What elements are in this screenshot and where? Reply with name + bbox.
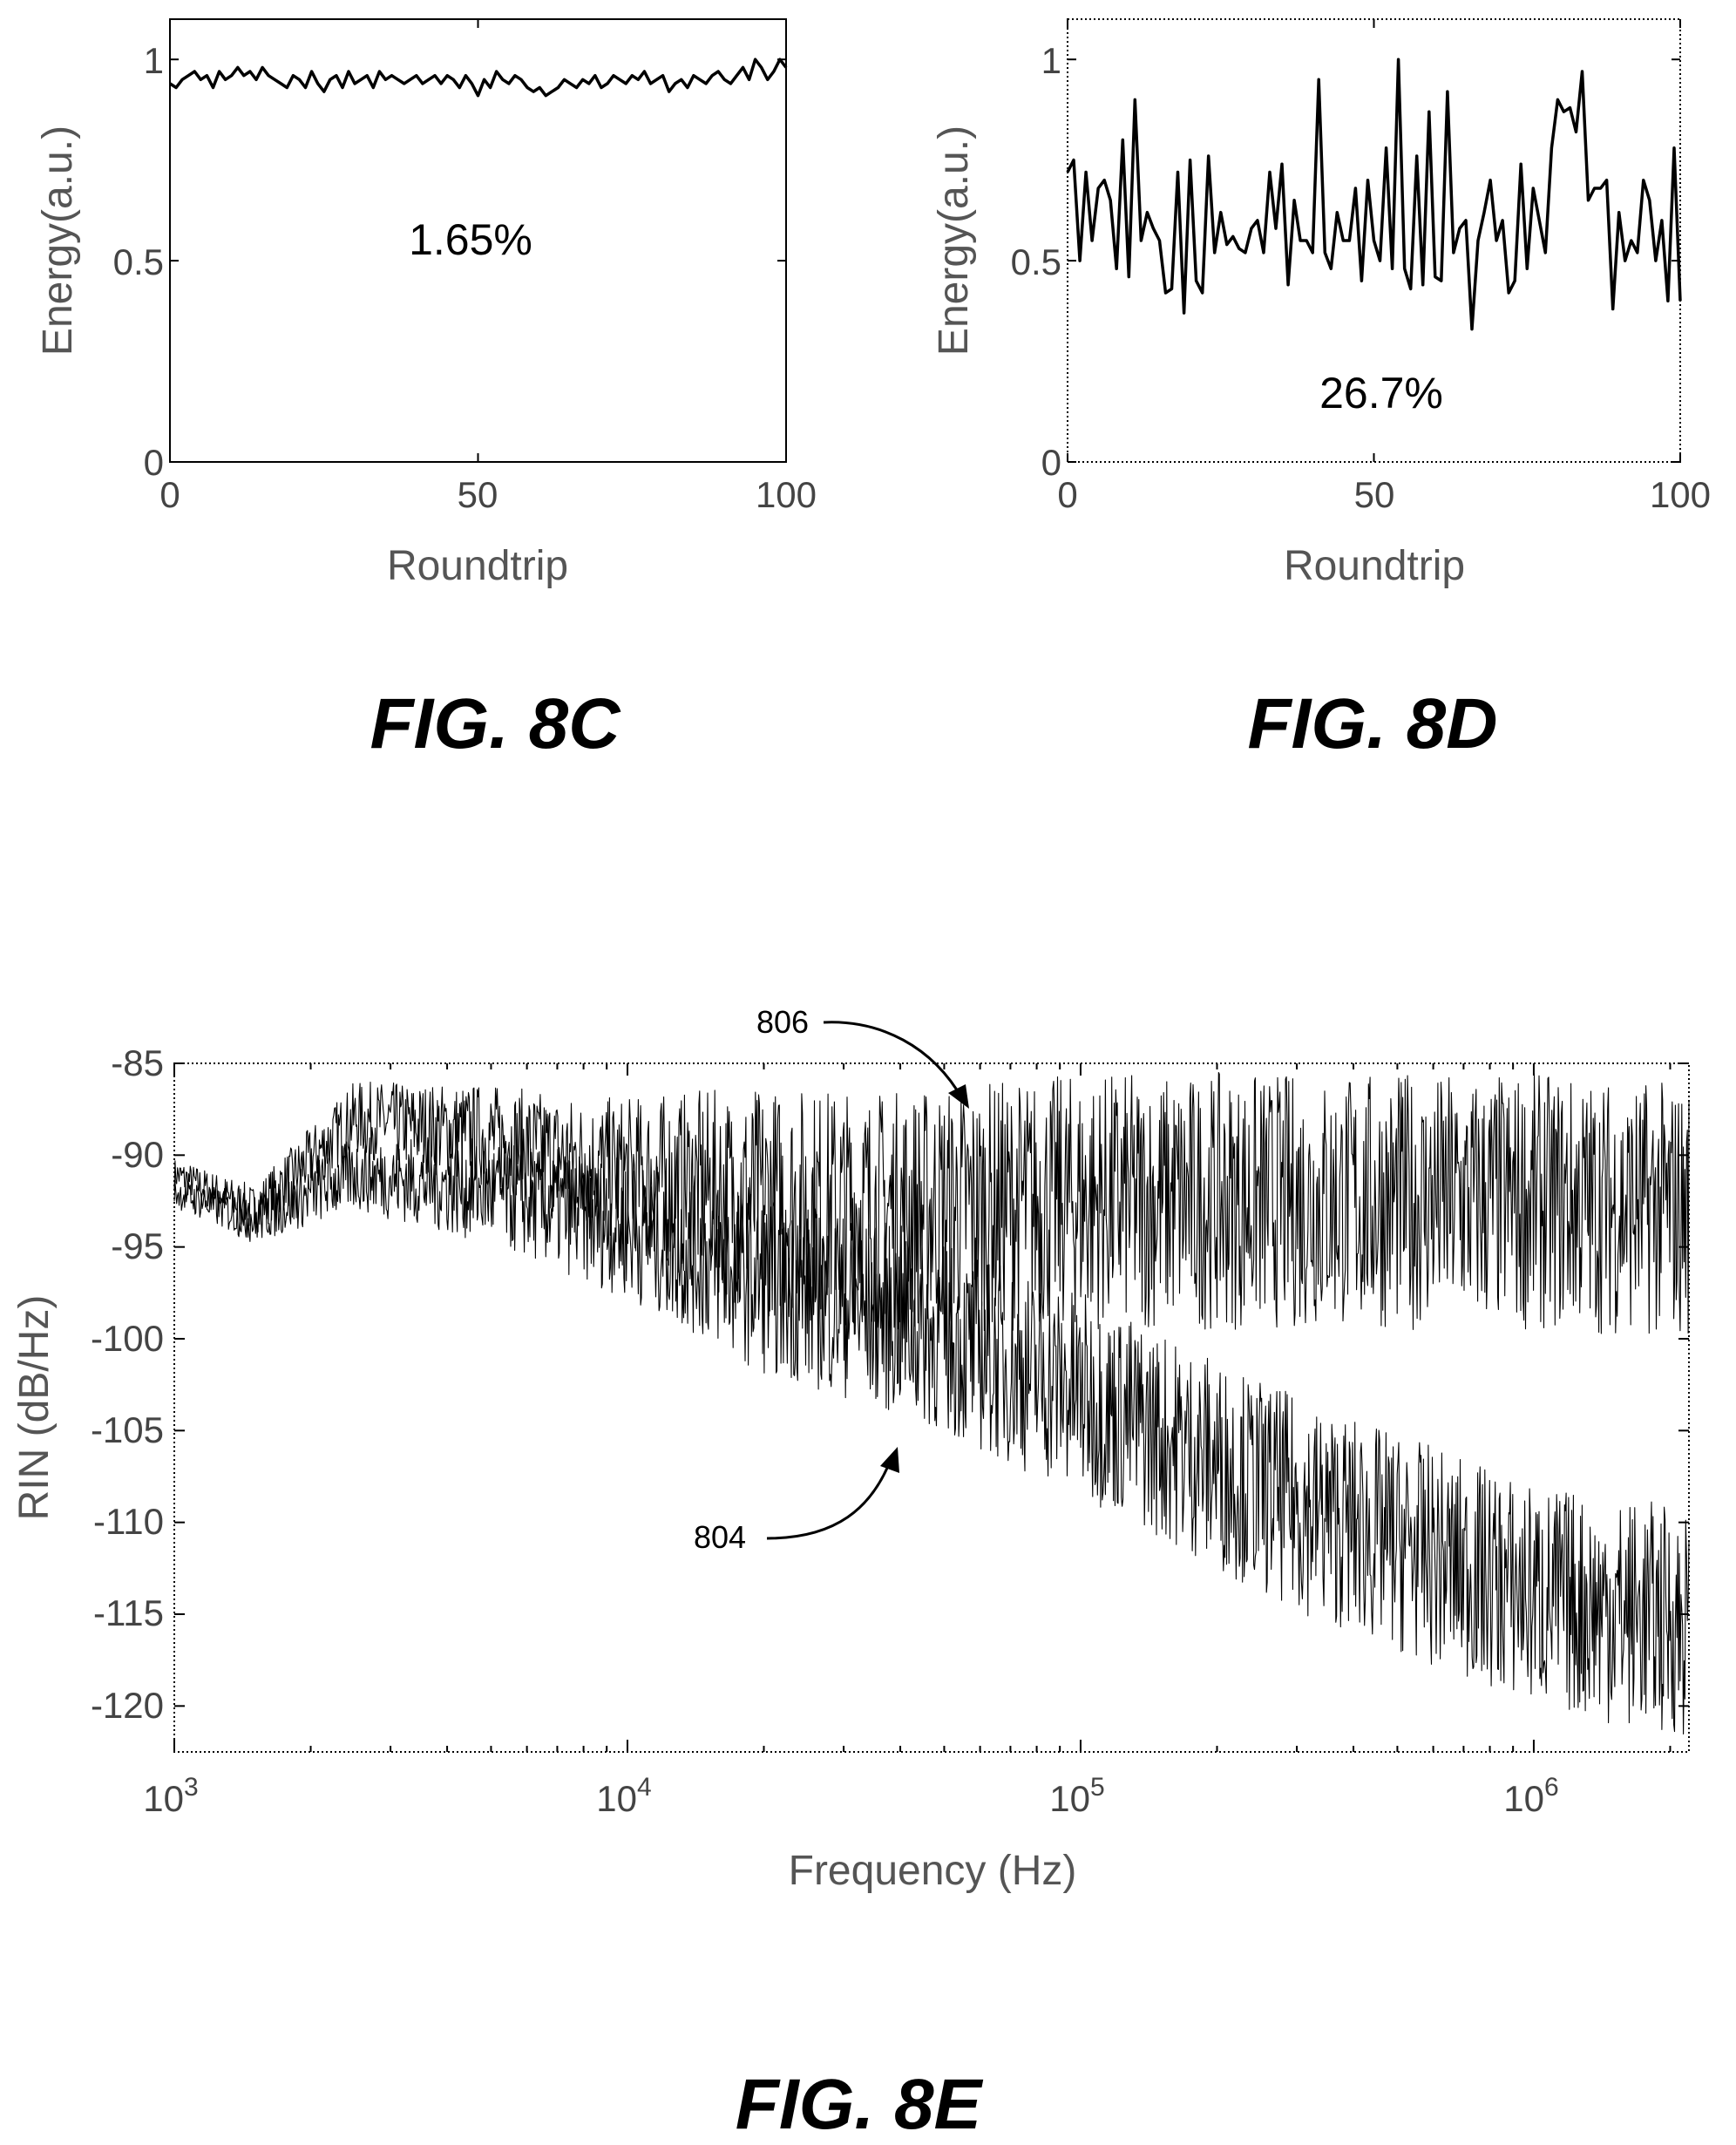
ytick-label: -110 [93,1501,164,1542]
figure-caption-8d: FIG. 8D [1247,684,1497,764]
ytick-label-0.5: 0.5 [1011,241,1061,282]
series-line-806 [173,1071,1690,1334]
xtick-label-50: 50 [1354,474,1395,515]
plot-frame-8e [173,1062,1690,1753]
xtick-label-50: 50 [458,474,498,515]
ytick-label: -85 [111,1042,164,1083]
ytick-label-1: 1 [1041,40,1061,81]
xtick-label-0: 0 [159,474,180,515]
xtick-label-0: 0 [1057,474,1077,515]
series-line-804 [173,1137,1690,1735]
ytick-label: -120 [91,1685,164,1726]
stability-annotation-8d: 26.7% [1319,369,1443,417]
xtick-label-100: 100 [756,474,817,515]
ytick-label: -100 [91,1318,164,1359]
xtick-label-100: 100 [1650,474,1711,515]
ytick-label: -105 [91,1409,164,1450]
figure-caption-8e: FIG. 8E [736,2065,984,2144]
ytick-label-0: 0 [144,442,164,483]
callout-806-label: 806 [756,1004,809,1040]
series-line-8d [1066,58,1682,331]
x-axis-label-8d: Roundtrip [1284,543,1465,589]
chart-8e: 103 104 105 106 -85 -90 -95 -100 -105 -1… [11,1004,1690,1894]
ytick-label: -95 [111,1225,164,1266]
callout-806-arrowhead [948,1084,969,1109]
x-axis-label-8e: Frequency (Hz) [789,1848,1077,1894]
xtick-label-1e4: 104 [596,1773,651,1819]
ytick-label: -90 [111,1134,164,1175]
ytick-label-0: 0 [1041,442,1061,483]
ytick-label-1: 1 [144,40,164,81]
xtick-label-1e5: 105 [1049,1773,1104,1819]
tick-marks-8d [1067,19,1681,463]
y-axis-label-8c: Energy(a.u.) [35,126,81,356]
series-line-8c [169,58,788,98]
ytick-label-0.5: 0.5 [113,241,164,282]
y-axis-label-8e: RIN (dB/Hz) [11,1295,58,1521]
y-tick-labels-8e: -85 -90 -95 -100 -105 -110 -115 -120 [91,1042,164,1726]
callout-804-arrow [766,1459,892,1540]
chart-8c: 0 50 100 0 0.5 1 Roundtrip Energy(a.u.) … [35,18,817,589]
callout-804-label: 804 [694,1519,746,1555]
chart-8d: 0 50 100 0 0.5 1 Roundtrip Energy(a.u.) … [931,18,1711,589]
callout-804-arrowhead [880,1447,899,1473]
figure-caption-8c: FIG. 8C [370,684,621,764]
stability-annotation-8c: 1.65% [409,215,532,264]
xtick-label-1e6: 106 [1503,1773,1558,1819]
x-axis-label-8c: Roundtrip [387,543,568,589]
xtick-label-1e3: 103 [143,1773,198,1819]
callout-806-arrow [823,1021,965,1101]
y-axis-label-8d: Energy(a.u.) [931,126,977,356]
ytick-label: -115 [93,1592,164,1633]
x-tick-labels-8e: 103 104 105 106 [143,1773,1558,1819]
tick-marks-8e [173,1062,1689,1752]
